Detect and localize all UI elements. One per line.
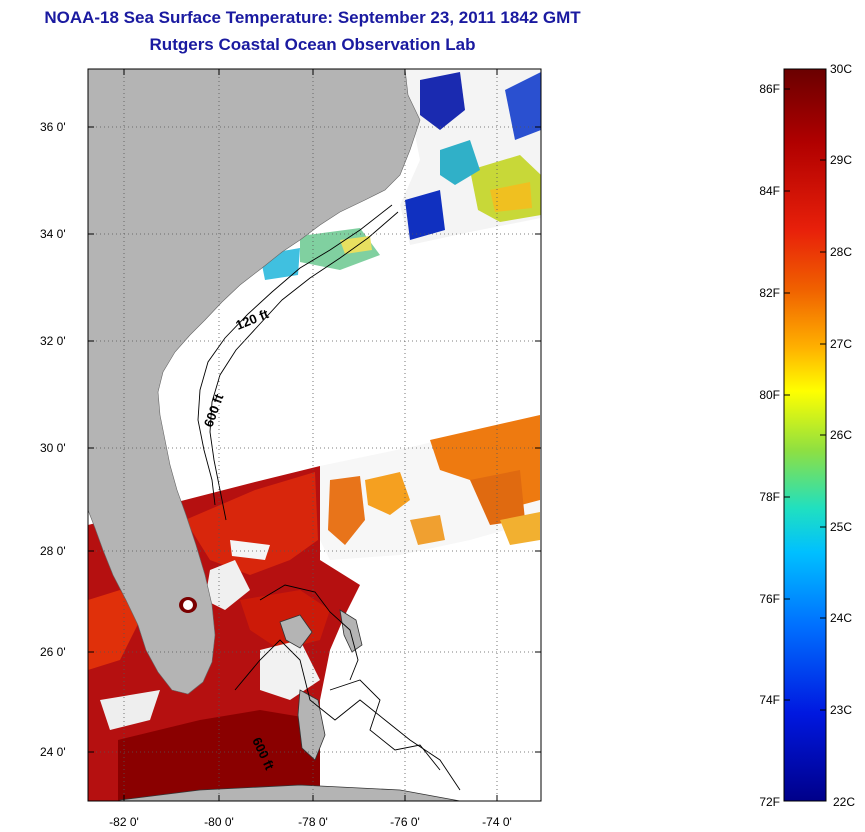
lat-tick-label: 28 0': [40, 544, 66, 558]
map-frame: [87, 68, 542, 802]
lat-tick-label: 24 0': [40, 745, 66, 759]
lon-tick-label: -82 0': [109, 815, 139, 829]
colorbar-fahrenheit-label: 78F: [759, 490, 780, 504]
colorbar-celsius-label: 30C: [830, 62, 852, 76]
colorbar-ticks: [784, 88, 826, 711]
colorbar-fahrenheit-label: 72F: [759, 795, 780, 809]
map-title: NOAA-18 Sea Surface Temperature: Septemb…: [44, 8, 581, 27]
lat-tick-label: 30 0': [40, 441, 66, 455]
lat-tick-label: 32 0': [40, 334, 66, 348]
sst-data-middle: [320, 415, 540, 560]
map-subtitle: Rutgers Coastal Ocean Observation Lab: [149, 35, 476, 54]
bathymetry-contours: [197, 204, 461, 791]
colorbar-fahrenheit-label: 86F: [759, 82, 780, 96]
colorbar-celsius-label: 25C: [830, 520, 852, 534]
colorbar-fahrenheit-label: 74F: [759, 693, 780, 707]
sst-data-north: [260, 69, 541, 280]
colorbar-fahrenheit-label: 80F: [759, 388, 780, 402]
lat-tick-label: 26 0': [40, 645, 66, 659]
lon-tick-label: -80 0': [204, 815, 234, 829]
lon-tick-label: -76 0': [390, 815, 420, 829]
land-mass: [88, 69, 421, 695]
islands: [119, 609, 461, 801]
tick-marks: [88, 69, 541, 801]
colorbar-fahrenheit-label: 84F: [759, 184, 780, 198]
colorbar-celsius-label: 23C: [830, 703, 852, 717]
lat-tick-label: 36 0': [40, 120, 66, 134]
colorbar-celsius-label: 26C: [830, 428, 852, 442]
lon-tick-label: -74 0': [482, 815, 512, 829]
colorbar-celsius-label: 22C: [833, 795, 855, 809]
lake-center: [183, 600, 193, 610]
colorbar-fahrenheit-label: 76F: [759, 592, 780, 606]
colorbar-celsius-label: 28C: [830, 245, 852, 259]
colorbar-fahrenheit-label: 82F: [759, 286, 780, 300]
colorbar-celsius-label: 24C: [830, 611, 852, 625]
lat-tick-label: 34 0': [40, 227, 66, 241]
lon-tick-label: -78 0': [298, 815, 328, 829]
colorbar-celsius-label: 27C: [830, 337, 852, 351]
colorbar: [783, 68, 827, 802]
colorbar-celsius-label: 29C: [830, 153, 852, 167]
